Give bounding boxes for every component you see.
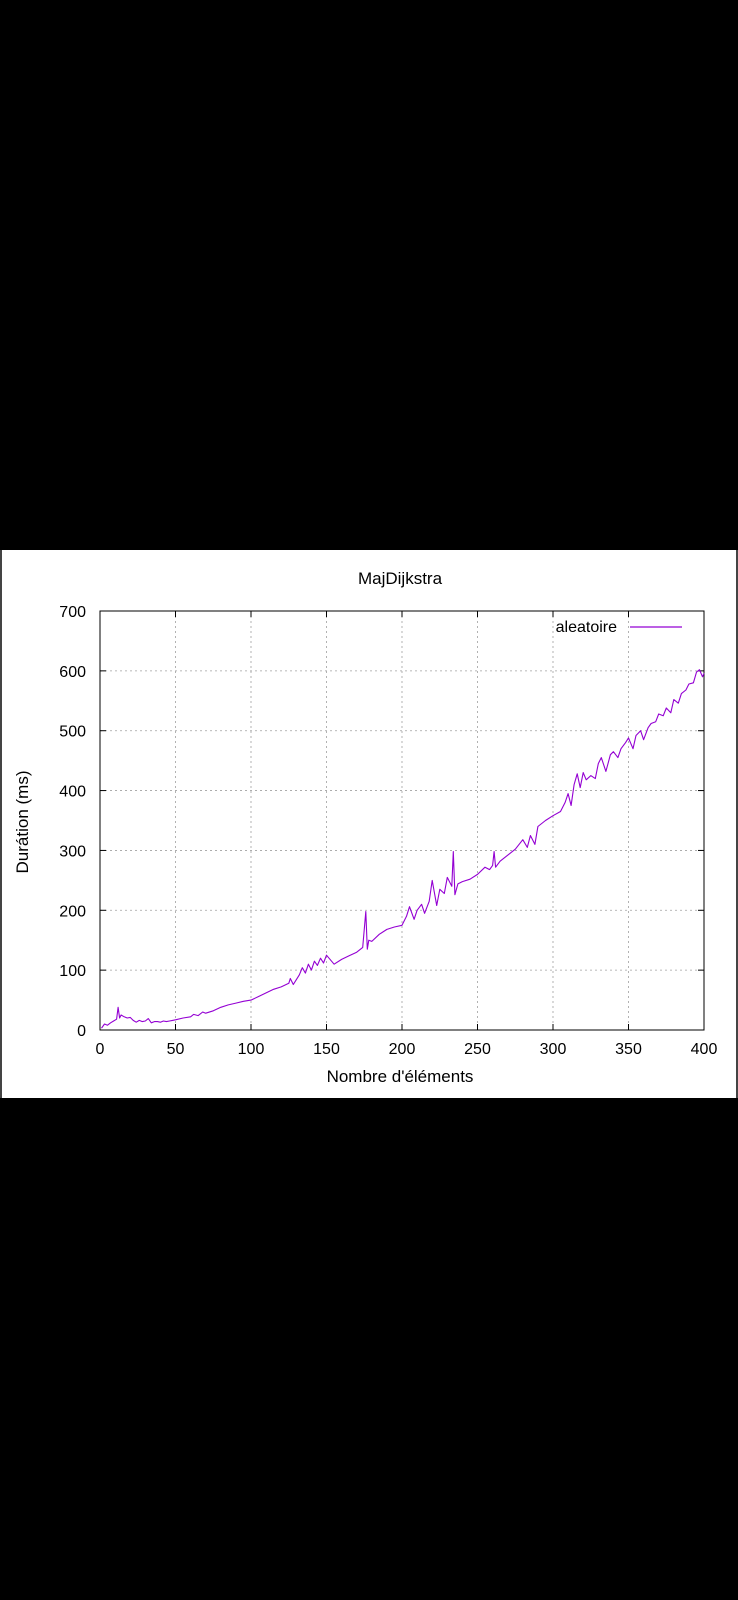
legend-label: aleatoire — [556, 619, 617, 636]
x-axis-title: Nombre d'éléments — [327, 1067, 474, 1086]
legend: aleatoire — [556, 619, 682, 636]
y-tick-label: 100 — [59, 963, 86, 980]
tick-layer: 0 50 100 150 200 250 300 350 400 0 100 200 300 400 500… — [59, 604, 717, 1058]
y-tick-label: 0 — [77, 1023, 86, 1040]
y-tick-label: 600 — [59, 664, 86, 681]
chart-svg: MajDijkstra 0 50 100 150 200 250 300 350 400 0 100… — [13, 569, 717, 1086]
x-tick-label: 0 — [96, 1041, 105, 1058]
x-tick-label: 100 — [238, 1041, 265, 1058]
series-layer — [101, 669, 705, 1029]
y-tick-label: 200 — [59, 903, 86, 920]
y-tick-label: 300 — [59, 843, 86, 860]
chart-frame: MajDijkstra 0 50 100 150 200 250 300 350 400 0 100… — [0, 550, 738, 1098]
x-tick-label: 200 — [389, 1041, 416, 1058]
y-tick-label: 700 — [59, 604, 86, 621]
y-tick-label: 500 — [59, 724, 86, 741]
series-line-aleatoire — [101, 669, 705, 1029]
y-tick-label: 400 — [59, 784, 86, 801]
x-tick-label: 250 — [464, 1041, 491, 1058]
x-tick-label: 150 — [313, 1041, 340, 1058]
y-axis-title: Durátion (ms) — [13, 771, 32, 874]
x-tick-label: 300 — [540, 1041, 567, 1058]
x-tick-label: 50 — [167, 1041, 185, 1058]
grid-layer — [100, 611, 704, 1030]
x-tick-label: 400 — [691, 1041, 718, 1058]
x-tick-label: 350 — [615, 1041, 642, 1058]
chart-title: MajDijkstra — [358, 569, 443, 588]
